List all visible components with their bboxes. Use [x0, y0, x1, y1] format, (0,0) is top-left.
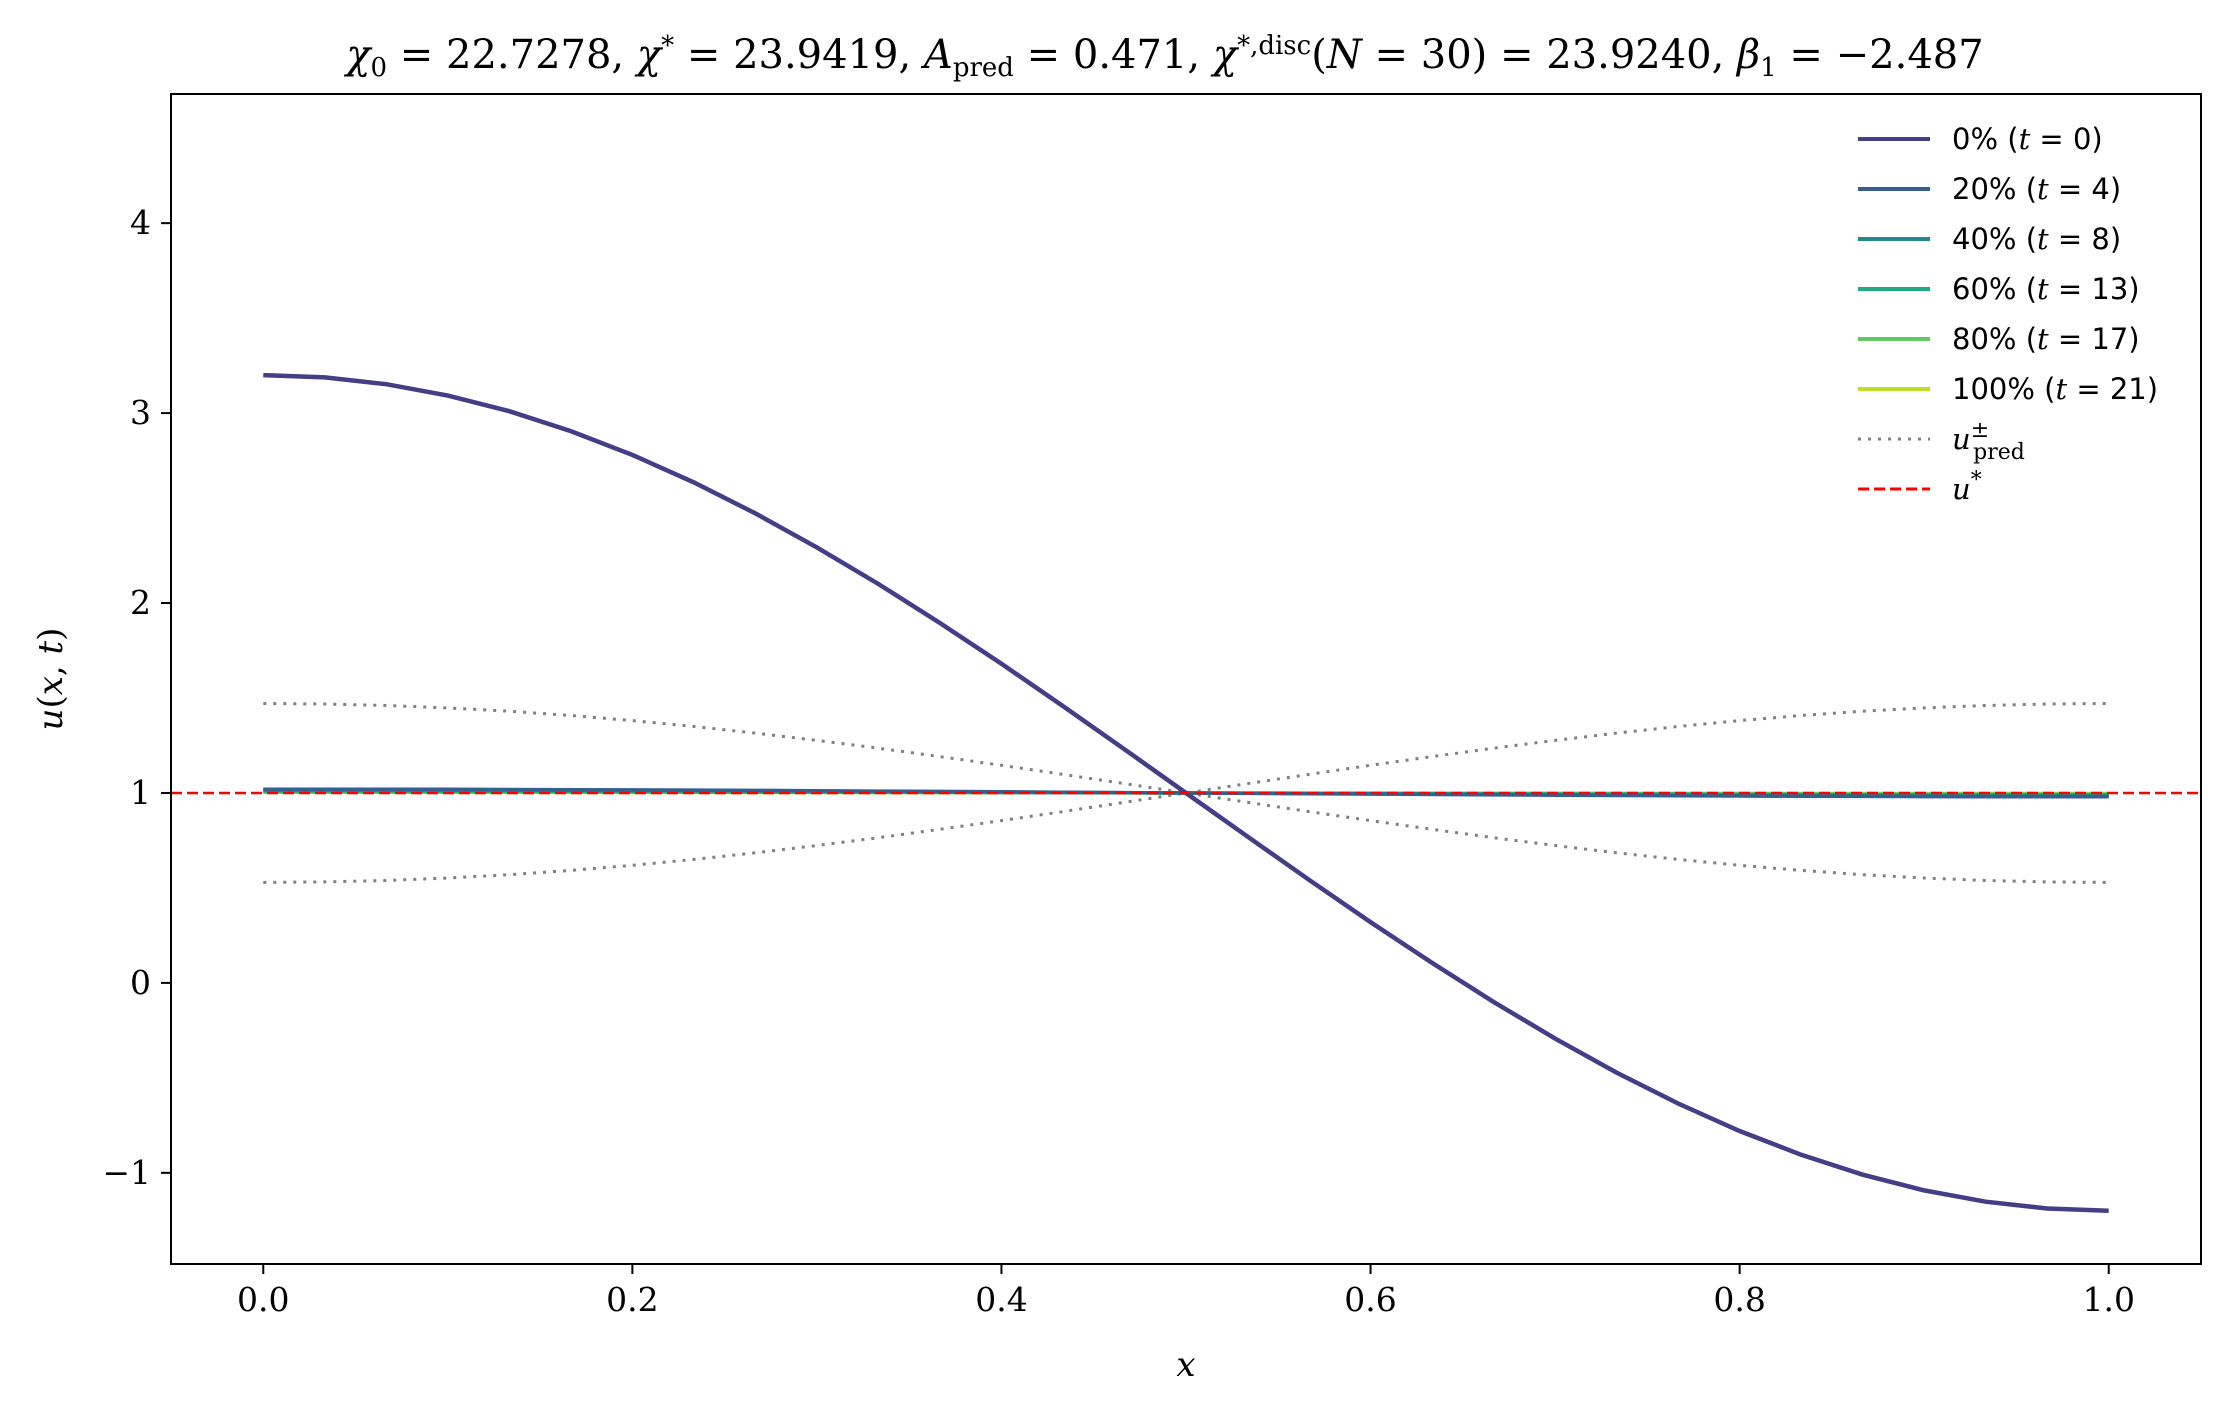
plot-series	[171, 372, 2201, 1214]
y-tick-label: 3	[130, 393, 151, 432]
legend-label: 20% (t = 4)	[1952, 172, 2121, 206]
y-tick-label: −1	[102, 1153, 151, 1192]
plot-frame	[170, 93, 2202, 1265]
legend-label: 80% (t = 17)	[1952, 322, 2140, 356]
x-tick-label: 1.0	[2082, 1280, 2134, 1319]
y-tick-label: 0	[130, 963, 151, 1002]
legend-item: u± pred	[1858, 418, 2025, 465]
legend-label-percent: 100%	[1952, 372, 2044, 406]
legend-label-percent: 0%	[1952, 122, 2007, 156]
legend: 0% (t = 0) 20% (t = 4) 40% (t = 8) 60% (t =…	[1858, 122, 2158, 506]
legend-label-percent: 80%	[1952, 322, 2026, 356]
legend-item: 40% (t = 8)	[1858, 222, 2121, 256]
legend-item: 20% (t = 4)	[1858, 172, 2121, 206]
legend-label-percent: 60%	[1952, 272, 2026, 306]
y-tick-label: 2	[130, 583, 151, 622]
legend-item: 0% (t = 0)	[1858, 122, 2103, 156]
legend-label: 40% (t = 8)	[1952, 222, 2121, 256]
legend-item: u*	[1858, 468, 1982, 506]
chart-title: χ0 = 22.7278, χ* = 23.9419, Apred = 0.47…	[343, 31, 1983, 83]
x-tick-label: 0.8	[1713, 1280, 1765, 1319]
x-tick-label: 0.2	[606, 1280, 658, 1319]
legend-label-percent: 40%	[1952, 222, 2026, 256]
legend-item: 60% (t = 13)	[1858, 272, 2140, 306]
x-axis: 0.0 0.2 0.4 0.6 0.8 1.0	[237, 1264, 2135, 1319]
legend-label: 100% (t = 21)	[1952, 372, 2158, 406]
legend-label-percent: 20%	[1952, 172, 2026, 206]
y-tick-label: 4	[130, 203, 151, 242]
legend-label: 0% (t = 0)	[1952, 122, 2103, 156]
y-axis-label: u(x, t)	[31, 628, 71, 731]
x-tick-label: 0.0	[237, 1280, 289, 1319]
legend-label: 60% (t = 13)	[1952, 272, 2140, 306]
x-tick-label: 0.4	[975, 1280, 1027, 1319]
y-axis: −1 0 1 2 3 4	[102, 203, 171, 1192]
legend-item: 80% (t = 17)	[1858, 322, 2140, 356]
x-tick-label: 0.6	[1344, 1280, 1396, 1319]
x-axis-label: x	[1176, 1345, 1195, 1385]
legend-item: 100% (t = 21)	[1858, 372, 2158, 406]
legend-label: u*	[1952, 468, 1982, 506]
y-tick-label: 1	[130, 773, 151, 812]
legend-label: u± pred	[1952, 418, 2025, 465]
